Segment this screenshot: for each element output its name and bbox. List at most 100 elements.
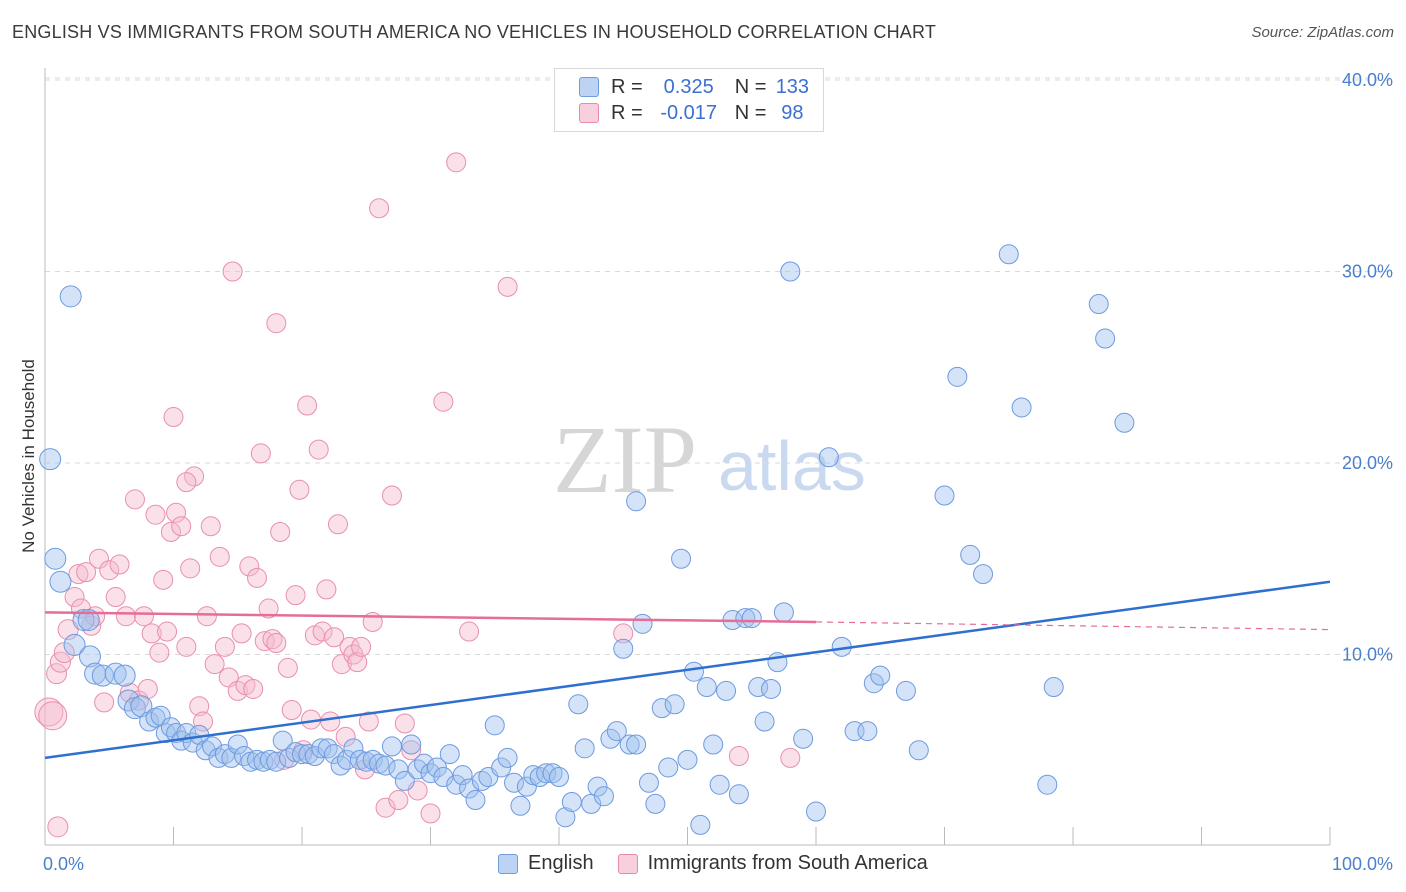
english-point (645, 793, 666, 814)
immigrants-point (312, 621, 333, 642)
y-tick-label: 10.0% (1342, 645, 1393, 665)
english-point (1043, 677, 1064, 698)
english-point (870, 665, 891, 686)
immigrants-point (176, 472, 197, 493)
immigrants-point (266, 633, 287, 654)
english-point (748, 677, 769, 698)
english-point (59, 285, 82, 308)
english-point (113, 664, 136, 687)
y-tick-label: 40.0% (1342, 70, 1393, 90)
english-point (401, 734, 422, 755)
immigrants-point (76, 562, 97, 583)
y-tick-label: 30.0% (1342, 262, 1393, 282)
english-point (703, 734, 724, 755)
english-point (780, 261, 801, 282)
english-point (735, 608, 756, 629)
series-legend-english: English (498, 852, 594, 875)
legend-swatch-english (579, 77, 599, 97)
english-point (664, 694, 685, 715)
english-point (651, 698, 672, 719)
english-point (139, 711, 160, 732)
immigrants-point (258, 598, 279, 619)
immigrants-point (401, 740, 422, 761)
immigrants-point (347, 652, 368, 673)
watermark-zip: ZIP (553, 406, 697, 513)
english-point (908, 740, 929, 761)
series-legend-immigrants: Immigrants from South America (617, 852, 928, 875)
x-tick-labels: 0.0% 100.0% (43, 854, 1393, 874)
english-point (72, 609, 95, 632)
english-point (606, 721, 627, 742)
y-tick-labels: 10.0% 20.0% 30.0% 40.0% (1342, 70, 1393, 665)
english-point (773, 602, 794, 623)
english-point (632, 613, 653, 634)
immigrants-point (375, 797, 396, 818)
immigrants-point (613, 623, 634, 644)
legend-n-label: N = (734, 75, 767, 98)
english-point (202, 736, 223, 757)
english-point (104, 662, 127, 685)
legend-r-value: 0.325 (663, 75, 714, 98)
english-point (343, 738, 364, 759)
english-point (555, 807, 576, 828)
immigrants-point (324, 627, 345, 648)
immigrants-point (281, 700, 302, 721)
immigrants-point (176, 636, 197, 657)
english-point (581, 793, 602, 814)
immigrants-point (420, 803, 441, 824)
english-point (741, 608, 762, 629)
english-point (266, 751, 287, 772)
english-point (459, 778, 480, 799)
legend-r-label: R = (611, 101, 643, 124)
immigrants-point (180, 558, 201, 579)
axes (44, 68, 1331, 846)
immigrants-point (388, 790, 409, 811)
english-point (683, 661, 704, 682)
english-point (960, 544, 981, 565)
series-legend: English Immigrants from South America (498, 852, 952, 875)
immigrants-point (204, 654, 225, 675)
immigrants-point (327, 514, 348, 535)
english-point (234, 745, 255, 766)
immigrants-trend-line (44, 611, 817, 624)
english-point (1114, 412, 1135, 433)
immigrants-point (189, 696, 210, 717)
english-point (895, 680, 916, 701)
english-point (613, 638, 634, 659)
english-point (426, 757, 447, 778)
english-point (1095, 328, 1116, 349)
immigrants-point (446, 152, 467, 173)
english-point (311, 738, 332, 759)
legend-swatch-immigrants (579, 103, 599, 123)
english-point (381, 736, 402, 757)
english-point (542, 763, 563, 784)
immigrants-point (358, 711, 379, 732)
immigrants-point (316, 579, 337, 600)
english-point (593, 786, 614, 807)
english-point (658, 757, 679, 778)
english-point (638, 772, 659, 793)
immigrants-point (124, 489, 145, 510)
english-point (626, 491, 647, 512)
english-point (934, 485, 955, 506)
series-legend-immigrants-swatch (617, 853, 638, 874)
immigrants-point (47, 816, 69, 838)
legend-n-label: N = (734, 101, 767, 124)
english-point (491, 757, 512, 778)
english-point (317, 738, 338, 759)
english-point (761, 678, 782, 699)
immigrants-point (270, 521, 291, 542)
immigrants-point (394, 713, 415, 734)
immigrants-point (239, 556, 260, 577)
english-point (728, 784, 749, 805)
english-point (1037, 774, 1058, 795)
english-point (362, 749, 383, 770)
english-point (63, 633, 86, 656)
immigrants-point (497, 276, 518, 297)
english-point (330, 755, 351, 776)
english-point (272, 730, 293, 751)
immigrants-point (34, 697, 64, 727)
english-point (818, 447, 839, 468)
english-point (39, 448, 62, 471)
